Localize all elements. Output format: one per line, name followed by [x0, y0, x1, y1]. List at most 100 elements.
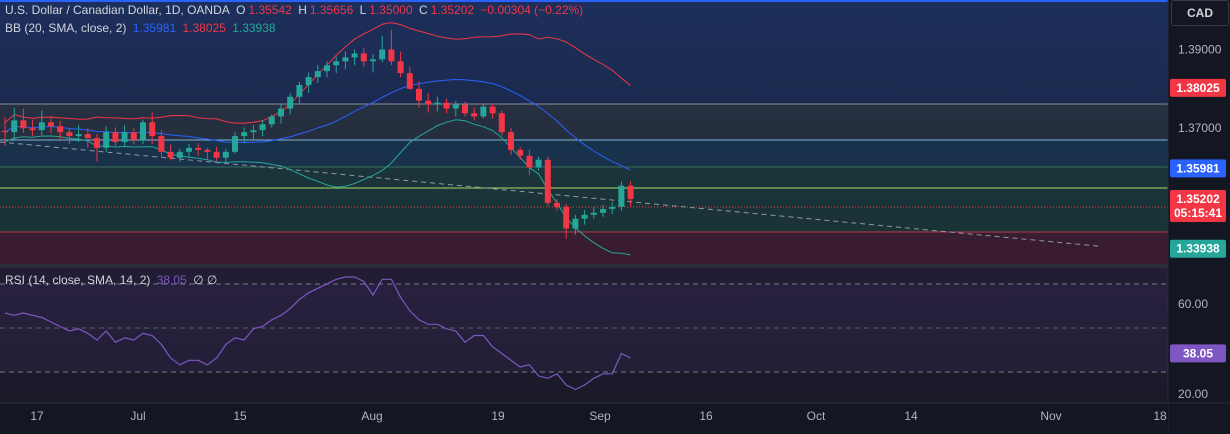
candle[interactable] — [167, 144, 174, 161]
zone-top — [0, 104, 1168, 140]
candle-body — [581, 214, 588, 219]
candle[interactable] — [489, 103, 496, 119]
candle[interactable] — [112, 127, 119, 146]
candle[interactable] — [333, 56, 340, 74]
candle[interactable] — [370, 54, 376, 73]
candle[interactable] — [268, 114, 275, 128]
candle[interactable] — [195, 143, 202, 156]
candle[interactable] — [544, 156, 551, 207]
candle[interactable] — [11, 107, 18, 140]
candle[interactable] — [149, 112, 156, 144]
candle[interactable] — [29, 119, 36, 137]
candle[interactable] — [278, 103, 284, 124]
candle[interactable] — [186, 143, 192, 158]
candle[interactable] — [305, 72, 312, 93]
bb-basis-badge[interactable]: 1.35981 — [1170, 159, 1226, 178]
candle[interactable] — [471, 107, 478, 121]
candle[interactable] — [572, 214, 579, 235]
candle[interactable] — [434, 96, 441, 112]
candle[interactable] — [342, 51, 349, 70]
symbol-legend[interactable]: U.S. Dollar / Canadian Dollar, 1D, OANDA… — [5, 3, 586, 17]
candle-body — [434, 102, 441, 105]
candle[interactable] — [259, 120, 266, 137]
candle-body — [314, 71, 321, 78]
candle[interactable] — [609, 202, 616, 215]
candle[interactable] — [462, 101, 468, 117]
candle[interactable] — [406, 67, 413, 90]
candle-body — [425, 100, 432, 105]
candle[interactable] — [130, 128, 137, 145]
candle[interactable] — [600, 204, 606, 217]
candle[interactable] — [48, 116, 54, 133]
candle[interactable] — [590, 206, 597, 219]
candle[interactable] — [2, 117, 8, 146]
rsi-badge[interactable]: 38.05 — [1170, 344, 1226, 363]
candle[interactable] — [360, 47, 367, 68]
candle[interactable] — [57, 121, 64, 140]
rsi-line[interactable] — [4, 276, 631, 391]
candle[interactable] — [94, 134, 100, 162]
candle[interactable] — [425, 92, 432, 113]
candle-body — [342, 57, 349, 62]
bb-legend[interactable]: BB (20, SMA, close, 2) 1.35981 1.38025 1… — [5, 21, 279, 35]
candle[interactable] — [222, 148, 229, 165]
candle[interactable] — [241, 127, 248, 144]
candle[interactable] — [388, 29, 395, 66]
candle[interactable] — [379, 35, 386, 63]
candle[interactable] — [158, 130, 165, 157]
candle[interactable] — [176, 148, 183, 162]
candle[interactable] — [416, 81, 422, 108]
rsi-legend[interactable]: RSI (14, close, SMA, 14, 2) 38.05 ∅ ∅ — [5, 273, 220, 287]
candle[interactable] — [508, 128, 514, 155]
candle[interactable] — [314, 65, 321, 83]
candle[interactable] — [296, 81, 303, 105]
candle-body — [121, 132, 128, 142]
candle-body — [324, 65, 330, 72]
candle[interactable] — [480, 103, 487, 119]
candle[interactable] — [581, 210, 588, 225]
pane-separator[interactable] — [0, 264, 1168, 268]
candle[interactable] — [351, 49, 358, 66]
candle-body — [259, 124, 266, 131]
candle-body — [149, 122, 156, 137]
candle[interactable] — [250, 125, 257, 140]
candle[interactable] — [287, 92, 294, 115]
candle[interactable] — [443, 98, 450, 114]
bb-basis-line — [4, 78, 631, 171]
candle[interactable] — [563, 203, 570, 239]
ohlc-h-value: 1.35656 — [309, 3, 354, 17]
candle[interactable] — [38, 110, 45, 136]
candle[interactable] — [232, 132, 238, 154]
candle[interactable] — [213, 147, 220, 162]
candle[interactable] — [140, 119, 146, 144]
candle[interactable] — [452, 100, 459, 117]
bb-lower-badge[interactable]: 1.33938 — [1170, 239, 1226, 258]
candle[interactable] — [66, 128, 73, 144]
candle-body — [167, 151, 174, 158]
candle[interactable] — [84, 128, 91, 148]
candle[interactable] — [535, 156, 542, 171]
time-axis[interactable] — [0, 403, 1168, 434]
candle[interactable] — [324, 61, 330, 78]
candle[interactable] — [204, 147, 211, 159]
candle[interactable] — [627, 180, 634, 207]
candle[interactable] — [20, 108, 27, 133]
candle[interactable] — [121, 125, 128, 146]
candle-body — [627, 185, 634, 200]
candle[interactable] — [397, 51, 404, 78]
ohlc-change: −0.00304 (−0.22%) — [480, 3, 584, 17]
candle[interactable] — [554, 199, 560, 211]
candle[interactable] — [618, 181, 625, 211]
svg-text:1.35981: 1.35981 — [1176, 161, 1220, 175]
bb-upper-badge[interactable]: 1.38025 — [1170, 78, 1226, 97]
candle[interactable] — [75, 125, 82, 142]
candle-body — [278, 108, 284, 117]
candle[interactable] — [526, 149, 533, 175]
currency-label[interactable]: CAD — [1171, 0, 1229, 26]
candle[interactable] — [498, 110, 505, 136]
candle-body — [20, 120, 27, 129]
candle[interactable] — [103, 126, 110, 152]
candle[interactable] — [517, 147, 524, 160]
